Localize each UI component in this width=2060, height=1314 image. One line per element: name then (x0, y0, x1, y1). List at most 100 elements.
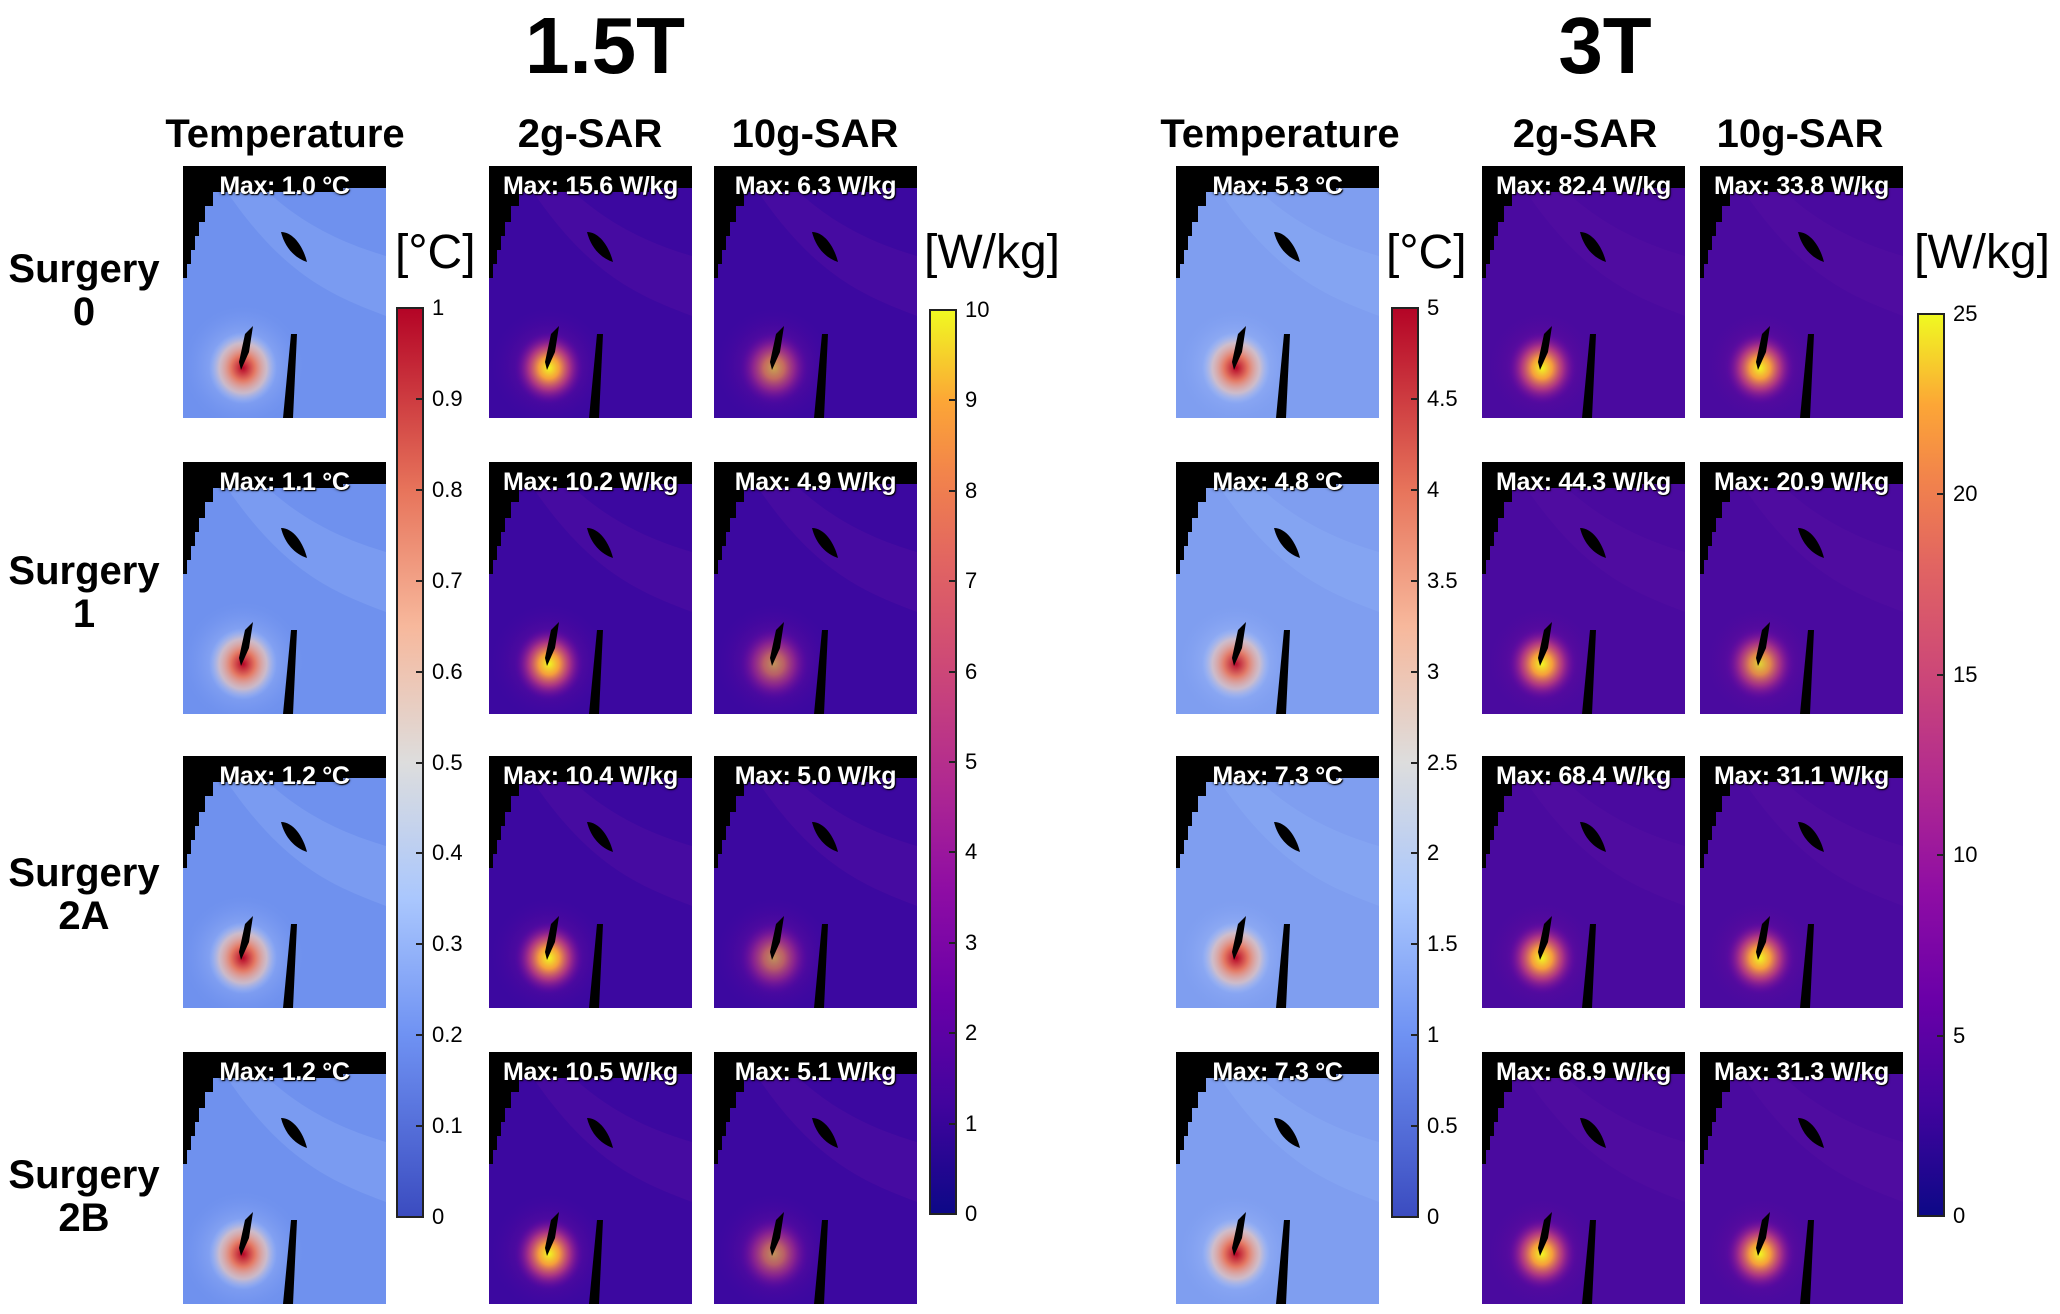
temperature-map-image (183, 756, 386, 1008)
colorbar-tick-label: 0.6 (432, 658, 463, 684)
temperature-map-1-5t-row-1: Max: 1.1 °C (183, 462, 386, 714)
colorbar-tick-label: 2.5 (1427, 749, 1458, 775)
temperature-map-image (183, 166, 386, 418)
colorbar-tick-label: 5 (1953, 1022, 1966, 1048)
sar10g-map-image (714, 1052, 917, 1304)
colorbar-tick-mark (1411, 1216, 1419, 1218)
colorbar-tick-label: 1 (1427, 1022, 1440, 1048)
max-value-label: Max: 1.1 °C (219, 468, 350, 496)
colorbar-tick-mark (416, 670, 424, 673)
colorbar-tick-label: 25 (1953, 301, 1978, 326)
sar-2g-map-1-5t-row-2: Max: 10.4 W/kg (489, 756, 692, 1008)
colorbar-tick-mark (949, 1213, 957, 1215)
temperature-map-1-5t-row-0: Max: 1.0 °C (183, 166, 386, 418)
max-value-label: Max: 10.4 W/kg (502, 762, 679, 790)
max-value-label: Max: 82.4 W/kg (1495, 172, 1672, 200)
colorbar-tick-mark (1937, 1215, 1945, 1217)
row-label-surgery-2a: Surgery 2A (0, 852, 174, 938)
colorbar-tick-mark (949, 489, 957, 492)
colorbar-tick-mark (416, 943, 424, 946)
colorbar-tick-mark (1411, 307, 1419, 309)
colorbar-tick-label: 1.5 (1427, 931, 1458, 957)
colorbar-tick-mark (1411, 1125, 1419, 1128)
colorbar-tick-label: 1 (432, 295, 445, 320)
max-value-label: Max: 1.2 °C (219, 762, 350, 790)
max-value-label: Max: 1.2 °C (219, 1058, 350, 1086)
colorbar-tick-mark (416, 1125, 424, 1128)
colorbar-tick-mark (949, 1122, 957, 1125)
colorbar-tick-label: 0 (965, 1201, 978, 1226)
sar-2g-map-3t-row-3: Max: 68.9 W/kg (1482, 1052, 1685, 1304)
colorbar-tick-label: 0 (1953, 1203, 1966, 1228)
colorbar-tick-label: 0.9 (432, 385, 463, 411)
sar-unit-1-5t: [W/kg] (924, 226, 1061, 279)
sar-2g-map-3t-row-2: Max: 68.4 W/kg (1482, 756, 1685, 1008)
max-value-label: Max: 68.9 W/kg (1495, 1058, 1672, 1086)
max-value-label: Max: 7.3 °C (1212, 762, 1343, 790)
colorbar-tick-label: 3.5 (1427, 567, 1458, 593)
max-value-label: Max: 4.9 W/kg (734, 468, 897, 496)
colorbar-tick-label: 5 (965, 749, 978, 774)
sar-10g-map-3t-row-0: Max: 33.8 W/kg (1700, 166, 1903, 418)
colorbar-tick-mark (416, 579, 424, 582)
colorbar-tick-mark (1411, 397, 1419, 400)
sar-2g-map-1-5t-row-1: Max: 10.2 W/kg (489, 462, 692, 714)
colorbar-tick-mark (416, 397, 424, 400)
sar2g-map-image (1482, 1052, 1685, 1304)
temp-unit-3t: [°C] (1386, 226, 1467, 279)
row-label-surgery-1: Surgery 1 (0, 550, 174, 636)
colorbar-tick-label: 0.7 (432, 567, 463, 593)
colorbar-tick-mark (416, 1034, 424, 1037)
colorbar-tick-label: 0 (1427, 1204, 1440, 1229)
sar10g-map-image (714, 166, 917, 418)
row-label-line2: 2A (58, 894, 110, 938)
sar-10g-map-1-5t-row-3: Max: 5.1 W/kg (714, 1052, 917, 1304)
colorbar-tick-label: 20 (1953, 481, 1978, 507)
sar2g-map-image (489, 166, 692, 418)
max-value-label: Max: 5.3 °C (1212, 172, 1343, 200)
colorbar-tick-mark (1411, 761, 1419, 764)
sar-unit-3t: [W/kg] (1914, 226, 2051, 279)
colorbar-tick-label: 0.1 (432, 1113, 463, 1139)
col-title-10g-sar-1-5t: 10g-SAR (731, 112, 899, 156)
col-title-10g-sar-3t: 10g-SAR (1716, 112, 1884, 156)
colorbar-tick-label: 3 (965, 929, 978, 955)
colorbar-tick-label: 2 (1427, 840, 1440, 866)
colorbar-tick-mark (949, 761, 957, 763)
temp-unit-1-5t: [°C] (395, 226, 476, 279)
temperature-map-3t-row-3: Max: 7.3 °C (1176, 1052, 1379, 1304)
colorbar-tick-label: 5 (1427, 295, 1440, 320)
sar-10g-map-1-5t-row-1: Max: 4.9 W/kg (714, 462, 917, 714)
colorbar-tick-label: 2 (965, 1020, 978, 1046)
colorbar-tick-label: 1 (965, 1110, 978, 1136)
colorbar-tick-label: 4 (965, 839, 978, 865)
max-value-label: Max: 1.0 °C (219, 172, 350, 200)
colorbar-tick-label: 0.4 (432, 840, 463, 866)
colorbar-tick-mark (416, 307, 424, 309)
colorbar-tick-mark (416, 852, 424, 855)
max-value-label: Max: 4.8 °C (1212, 468, 1343, 496)
row-label-surgery-2b: Surgery 2B (0, 1154, 174, 1240)
sar2g-map-image (1482, 462, 1685, 714)
sar-10g-map-1-5t-row-2: Max: 5.0 W/kg (714, 756, 917, 1008)
sar10g-map-image (1700, 166, 1903, 418)
sar2g-map-image (489, 1052, 692, 1304)
col-title-temperature-3t: Temperature (1160, 112, 1400, 156)
max-value-label: Max: 10.2 W/kg (502, 468, 679, 496)
max-value-label: Max: 31.1 W/kg (1713, 762, 1890, 790)
colorbar-tick-label: 0.2 (432, 1022, 463, 1048)
colorbar-tick-mark (949, 580, 957, 583)
colorbar-tick-mark (949, 941, 957, 944)
colorbar-tick-label: 8 (965, 477, 978, 503)
colorbar-tick-mark (949, 309, 957, 311)
sar-2g-map-1-5t-row-3: Max: 10.5 W/kg (489, 1052, 692, 1304)
max-value-label: Max: 20.9 W/kg (1713, 468, 1890, 496)
colorbar-tick-mark (416, 488, 424, 491)
colorbar-tick-mark (1411, 852, 1419, 855)
sar-2g-map-3t-row-0: Max: 82.4 W/kg (1482, 166, 1685, 418)
colorbar-tick-label: 15 (1953, 661, 1978, 687)
colorbar-tick-mark (1937, 493, 1945, 496)
colorbar-tick-mark (1937, 313, 1945, 315)
row-label-line1: Surgery (8, 1153, 160, 1197)
colorbar-tick-label: 6 (965, 658, 978, 684)
